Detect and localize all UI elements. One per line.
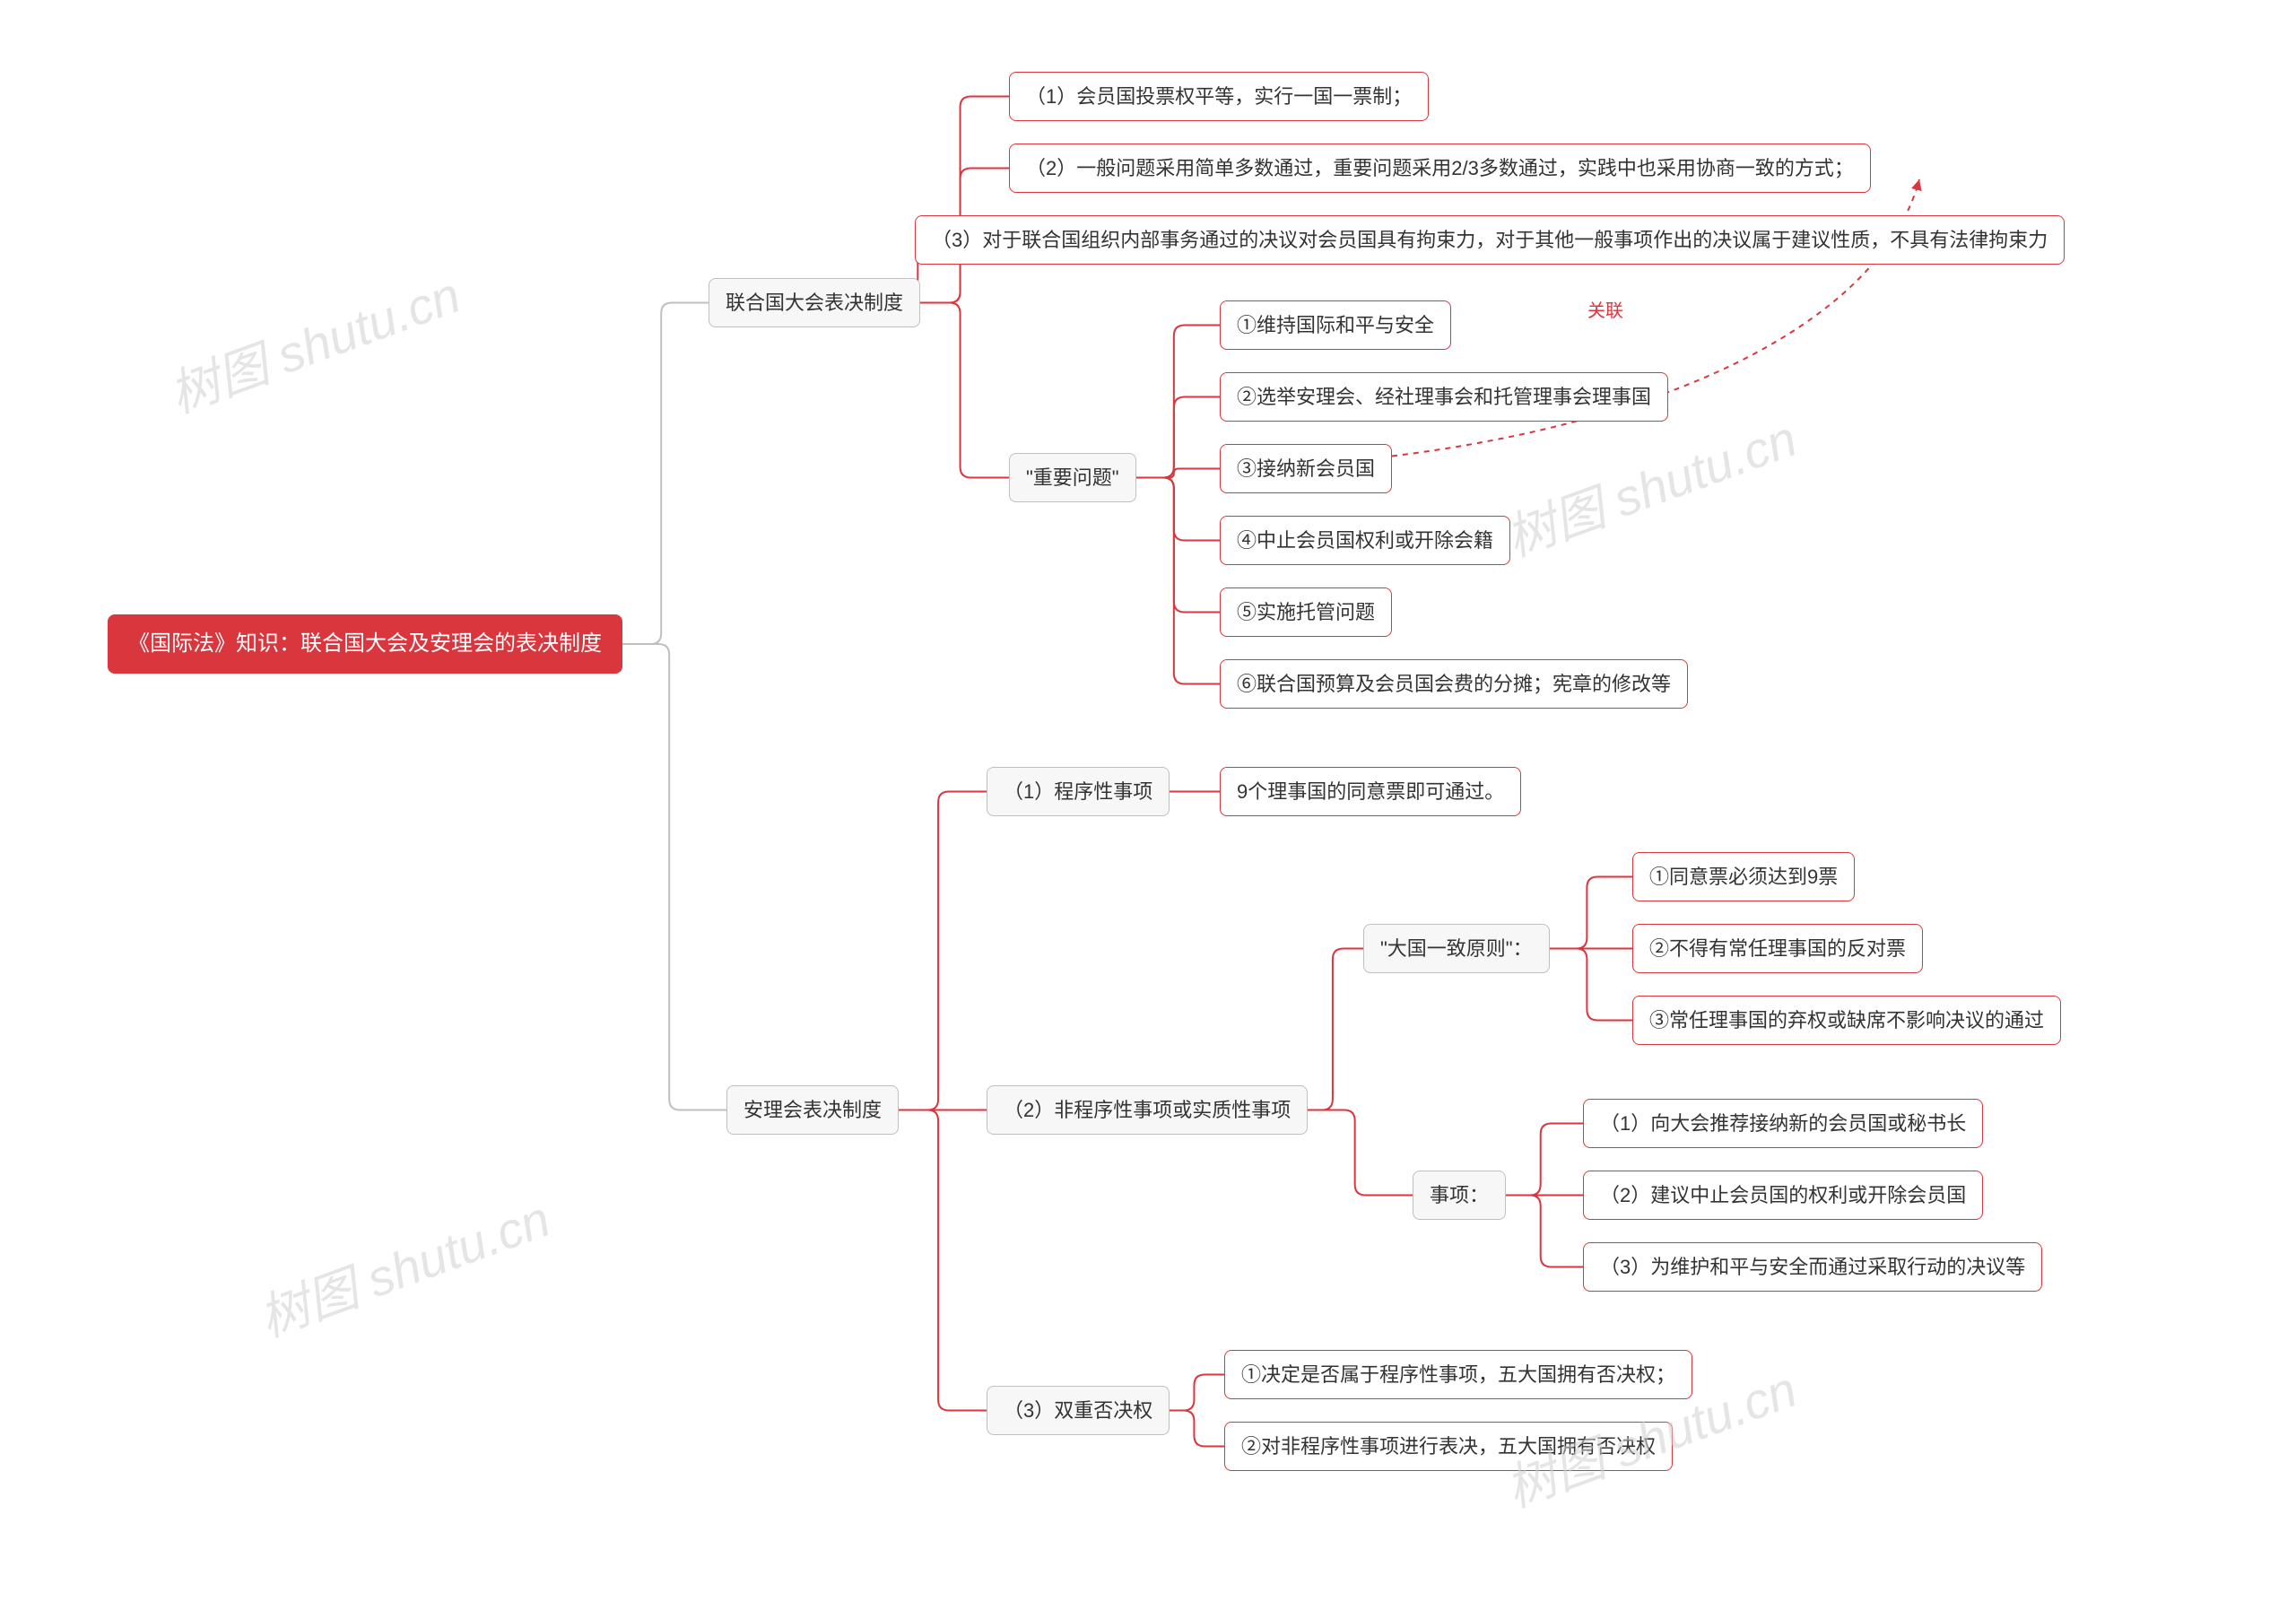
node-gaimp3: ③接纳新会员国 (1220, 444, 1392, 493)
node-sc1a: 9个理事国的同意票即可通过。 (1220, 767, 1521, 816)
node-sc3b: ②对非程序性事项进行表决，五大国拥有否决权 (1224, 1422, 1673, 1471)
relation-label: 关联 (1587, 296, 1623, 322)
node-gaimp4: ④中止会员国权利或开除会籍 (1220, 516, 1510, 565)
node-ga: 联合国大会表决制度 (709, 278, 920, 327)
node-sc2p1: ①同意票必须达到9票 (1632, 852, 1855, 901)
node-ga3: （3）对于联合国组织内部事务通过的决议对会员国具有拘束力，对于其他一般事项作出的… (915, 215, 2065, 265)
node-sc2p2: ②不得有常任理事国的反对票 (1632, 924, 1923, 973)
watermark: 树图 shutu.cn (158, 255, 469, 427)
node-gaimp5: ⑤实施托管问题 (1220, 588, 1392, 637)
watermark: 树图 shutu.cn (248, 1179, 559, 1351)
node-sc: 安理会表决制度 (726, 1085, 899, 1135)
node-ga1: （1）会员国投票权平等，实行一国一票制； (1009, 72, 1429, 121)
node-sc3a: ①决定是否属于程序性事项，五大国拥有否决权； (1224, 1350, 1692, 1399)
node-sc3: （3）双重否决权 (987, 1386, 1170, 1435)
node-sc2p3: ③常任理事国的弃权或缺席不影响决议的通过 (1632, 996, 2061, 1045)
node-ga2: （2）一般问题采用简单多数通过，重要问题采用2/3多数通过，实践中也采用协商一致… (1009, 144, 1871, 193)
node-sc2m3: （3）为维护和平与安全而通过采取行动的决议等 (1583, 1242, 2042, 1292)
node-sc2m1: （1）向大会推荐接纳新的会员国或秘书长 (1583, 1099, 1983, 1148)
watermark: 树图 shutu.cn (1494, 398, 1805, 570)
node-sc2: （2）非程序性事项或实质性事项 (987, 1085, 1308, 1135)
node-sc2p: "大国一致原则"： (1363, 924, 1550, 973)
node-gaimp2: ②选举安理会、经社理事会和托管理事会理事国 (1220, 372, 1668, 422)
node-gaimp: "重要问题" (1009, 453, 1136, 502)
node-sc2m: 事项： (1413, 1171, 1506, 1220)
node-root: 《国际法》知识：联合国大会及安理会的表决制度 (108, 614, 622, 674)
node-sc1: （1）程序性事项 (987, 767, 1170, 816)
node-sc2m2: （2）建议中止会员国的权利或开除会员国 (1583, 1171, 1983, 1220)
node-gaimp1: ①维持国际和平与安全 (1220, 300, 1451, 350)
node-gaimp6: ⑥联合国预算及会员国会费的分摊；宪章的修改等 (1220, 659, 1688, 709)
